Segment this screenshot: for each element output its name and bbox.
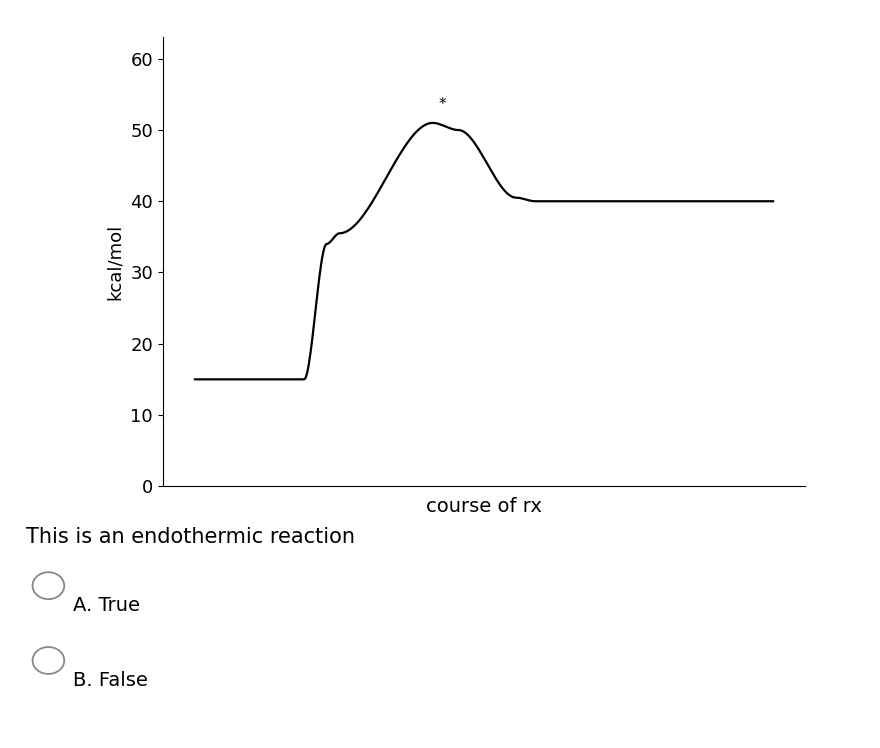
X-axis label: course of rx: course of rx bbox=[426, 497, 542, 516]
Text: This is an endothermic reaction: This is an endothermic reaction bbox=[26, 527, 356, 548]
Y-axis label: kcal/mol: kcal/mol bbox=[106, 224, 123, 300]
Text: *: * bbox=[438, 97, 446, 112]
Text: B. False: B. False bbox=[73, 671, 148, 690]
Text: A. True: A. True bbox=[73, 596, 140, 615]
